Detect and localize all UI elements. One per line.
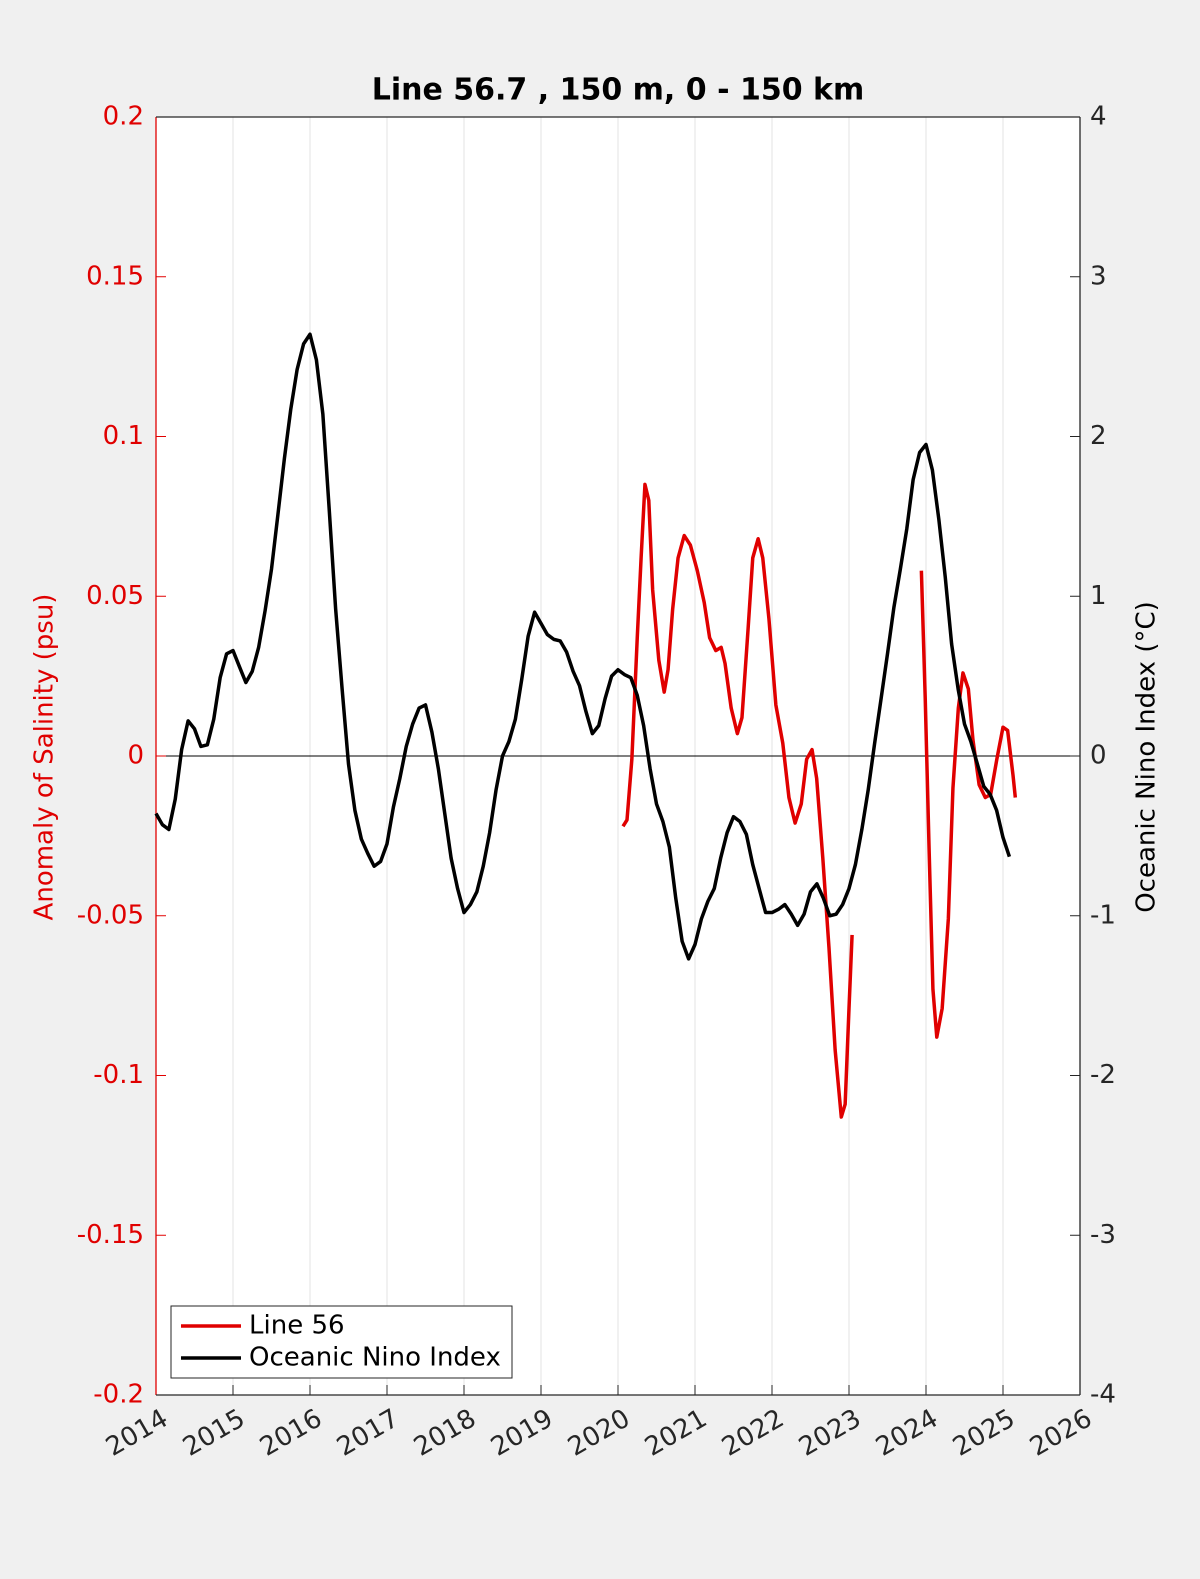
- x-tick-label: 2016: [255, 1404, 327, 1463]
- x-tick-label: 2015: [178, 1404, 250, 1463]
- x-tick-label: 2017: [332, 1404, 404, 1463]
- legend-label: Oceanic Nino Index: [249, 1343, 501, 1373]
- x-tick-label: 2025: [948, 1404, 1020, 1463]
- x-tick-label: 2026: [1025, 1404, 1097, 1463]
- y-tick-label: 0.05: [86, 581, 144, 611]
- x-tick-label: 2018: [409, 1404, 481, 1463]
- y-tick-label: -0.2: [93, 1380, 144, 1410]
- y2-axis-label: Oceanic Nino Index (°C): [1132, 601, 1162, 913]
- x-tick-label: 2020: [563, 1404, 635, 1463]
- y-tick-label: 0: [127, 741, 144, 771]
- y-tick-label: -0.1: [93, 1060, 144, 1090]
- y-axis-label: Anomaly of Salinity (psu): [30, 594, 60, 921]
- y-tick-label: 0.15: [86, 261, 144, 291]
- y2-tick-label: 4: [1090, 102, 1107, 132]
- y2-tick-label: 0: [1090, 741, 1107, 771]
- data-line: [154, 332, 1012, 961]
- y2-tick-label: -4: [1090, 1380, 1116, 1410]
- y2-tick-label: -1: [1090, 900, 1116, 930]
- x-tick-label: 2024: [871, 1404, 943, 1463]
- y-tick-label: -0.15: [77, 1220, 144, 1250]
- legend-label: Line 56: [249, 1311, 345, 1341]
- chart-title: Line 56.7 , 150 m, 0 - 150 km: [372, 73, 865, 108]
- y-tick-label: 0.1: [103, 421, 144, 451]
- x-tick-label: 2014: [101, 1404, 173, 1463]
- x-tick-label: 2019: [486, 1404, 558, 1463]
- y2-tick-label: 3: [1090, 261, 1107, 291]
- data-line: [621, 482, 1018, 1119]
- x-tick-label: 2023: [794, 1404, 866, 1463]
- y2-tick-label: 1: [1090, 581, 1107, 611]
- x-tick-label: 2021: [640, 1404, 712, 1463]
- y-tick-label: -0.05: [77, 900, 144, 930]
- y-tick-label: 0.2: [103, 102, 144, 132]
- legend-box: [170, 1305, 513, 1379]
- y2-tick-label: -2: [1090, 1060, 1116, 1090]
- y2-tick-label: -3: [1090, 1220, 1116, 1250]
- y2-tick-label: 2: [1090, 421, 1107, 451]
- x-tick-label: 2022: [717, 1404, 789, 1463]
